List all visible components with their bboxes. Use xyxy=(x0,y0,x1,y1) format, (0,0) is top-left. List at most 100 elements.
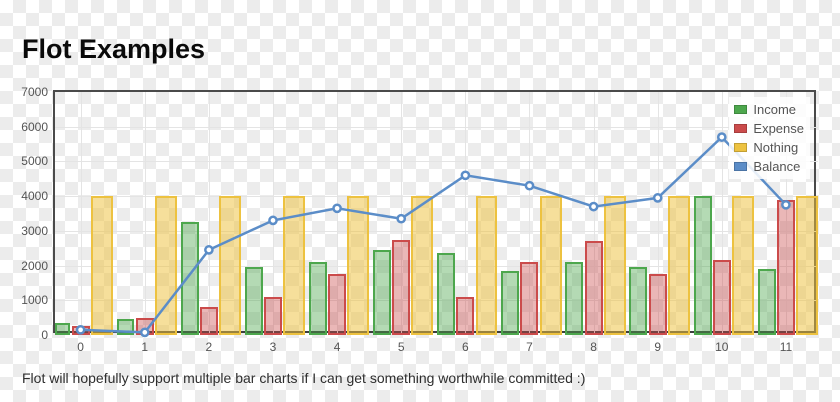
bar-layer xyxy=(55,92,818,335)
balance-point xyxy=(139,327,150,338)
nothing-bar xyxy=(796,196,818,335)
y-tick-label: 3000 xyxy=(21,223,48,238)
balance-point xyxy=(588,201,599,212)
legend-item-income: Income xyxy=(734,100,804,119)
balance-point xyxy=(332,203,342,214)
expense-bar xyxy=(648,274,667,335)
y-tick-label: 4000 xyxy=(21,189,48,204)
gridline-vertical xyxy=(273,92,274,335)
expense-bar xyxy=(264,296,282,335)
balance-point xyxy=(460,170,471,181)
gridline-vertical xyxy=(593,92,595,335)
gridline-vertical xyxy=(401,92,403,335)
gridline-vertical xyxy=(80,92,82,335)
gridline-horizontal xyxy=(55,230,818,232)
income-bar xyxy=(373,249,391,335)
income-bar xyxy=(629,267,648,335)
income-bar xyxy=(55,322,71,335)
legend-label: Balance xyxy=(753,159,801,174)
nothing-bar xyxy=(411,196,434,335)
x-tick-label: 4 xyxy=(333,340,341,354)
x-tick-label: 9 xyxy=(654,340,662,354)
balance-point xyxy=(716,132,727,142)
income-bar xyxy=(693,196,712,335)
balance-swatch-icon xyxy=(734,162,748,171)
plot-area: Income Expense Nothing Balance xyxy=(53,90,818,338)
legend-item-balance: Balance xyxy=(734,157,804,176)
x-tick-label: 6 xyxy=(462,340,469,354)
nothing-bar xyxy=(539,196,562,335)
expense-bar xyxy=(392,239,411,335)
balance-point xyxy=(524,180,535,191)
y-tick-label: 5000 xyxy=(21,154,48,169)
x-tick-label: 0 xyxy=(77,340,84,354)
income-swatch-icon xyxy=(734,105,748,114)
nothing-bar xyxy=(90,196,113,335)
legend-item-nothing: Nothing xyxy=(734,138,804,157)
gridline-vertical xyxy=(785,92,787,335)
x-tick-label: 3 xyxy=(269,340,277,354)
legend-label: Income xyxy=(753,102,797,117)
expense-bar xyxy=(584,241,603,335)
x-tick-label: 10 xyxy=(715,340,729,354)
page-title: Flot Examples xyxy=(22,34,206,64)
x-tick-label: 5 xyxy=(397,340,405,354)
gridline-vertical xyxy=(529,92,531,335)
x-tick-label: 11 xyxy=(779,340,793,354)
nothing-bar xyxy=(347,196,370,335)
income-bar xyxy=(565,262,584,335)
x-tick-label: 2 xyxy=(205,340,213,354)
nothing-swatch-icon xyxy=(734,143,748,152)
gridline-horizontal xyxy=(55,265,818,267)
income-bar xyxy=(437,253,456,335)
nothing-bar xyxy=(603,196,626,335)
nothing-bar xyxy=(475,196,498,335)
expense-bar xyxy=(520,262,539,335)
y-tick-label: 7000 xyxy=(21,85,48,99)
expense-bar xyxy=(199,306,218,335)
y-tick-label: 0 xyxy=(41,328,48,342)
income-bar xyxy=(244,267,263,335)
income-bar xyxy=(180,222,199,335)
nothing-bar xyxy=(667,196,690,335)
gridline-vertical xyxy=(144,92,146,335)
expense-bar xyxy=(328,274,347,335)
income-bar xyxy=(757,269,776,335)
gridline-vertical xyxy=(465,92,467,335)
y-tick-label: 2000 xyxy=(21,258,48,273)
x-tick-label: 8 xyxy=(590,340,597,354)
grid-layer xyxy=(55,92,818,335)
balance-point xyxy=(652,193,663,203)
gridline-vertical xyxy=(337,92,339,335)
gridline-vertical xyxy=(657,92,659,335)
balance-point xyxy=(75,324,86,335)
y-tick-label: 1000 xyxy=(21,293,48,308)
balance-line xyxy=(80,135,787,334)
legend-item-expense: Expense xyxy=(734,119,804,138)
x-tick-label: 1 xyxy=(141,340,149,354)
balance-point xyxy=(204,245,214,255)
legend-label: Nothing xyxy=(753,140,799,155)
balance-point xyxy=(268,215,278,226)
balance-point xyxy=(396,213,407,224)
nothing-bar xyxy=(155,196,177,335)
nothing-bar xyxy=(732,196,754,335)
gridline-vertical xyxy=(208,92,210,335)
expense-bar xyxy=(456,296,475,335)
balance-point xyxy=(781,199,791,210)
y-tick-label: 6000 xyxy=(21,119,48,134)
legend-label: Expense xyxy=(753,121,804,136)
expense-swatch-icon xyxy=(734,124,748,133)
gridline-horizontal xyxy=(55,161,818,163)
gridline-horizontal xyxy=(55,300,818,302)
expense-bar xyxy=(712,260,731,335)
gridline-horizontal xyxy=(55,126,818,128)
legend: Income Expense Nothing Balance xyxy=(729,97,810,179)
income-bar xyxy=(501,270,520,335)
gridline-horizontal xyxy=(55,196,818,198)
income-bar xyxy=(308,262,327,335)
x-tick-label: 7 xyxy=(526,340,533,354)
balance-line-layer xyxy=(75,132,791,338)
nothing-bar xyxy=(283,196,306,335)
